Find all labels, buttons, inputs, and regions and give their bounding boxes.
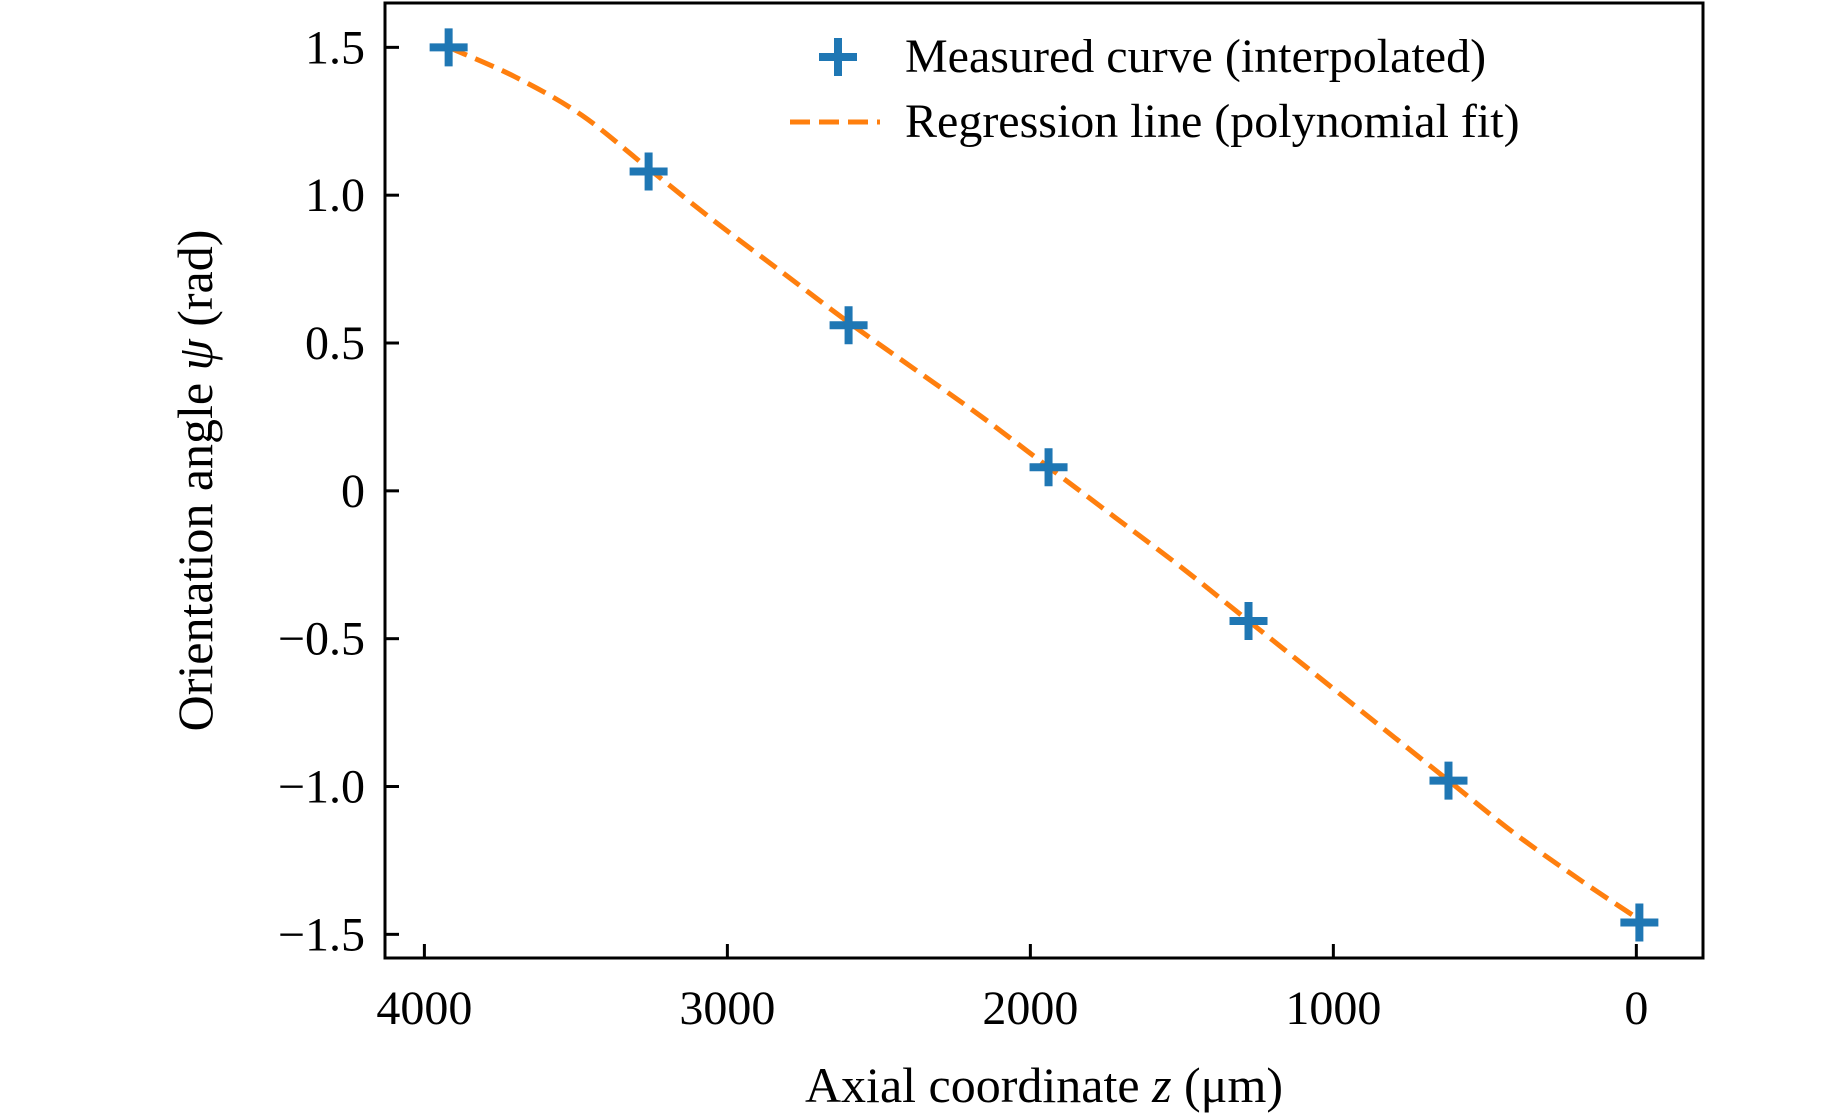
x-tick-label: 2000: [982, 982, 1078, 1035]
measured-point: [1229, 601, 1268, 640]
legend: Measured curve (interpolated) Regression…: [790, 30, 1520, 148]
x-tick-label: 0: [1624, 982, 1648, 1035]
regression-line: [447, 45, 1641, 922]
x-tick-label: 3000: [679, 982, 775, 1035]
legend-label-regression: Regression line (polynomial fit): [905, 95, 1520, 148]
measured-point: [829, 306, 868, 345]
y-axis-label-symbol: ψ: [167, 338, 223, 370]
y-tick-label: 1.5: [305, 21, 365, 74]
x-axis-label-unit: (μm): [1172, 1057, 1284, 1113]
y-tick-label: 0: [341, 465, 365, 518]
measured-point: [1429, 761, 1468, 800]
y-tick-label: 1.0: [305, 169, 365, 222]
x-tick-label: 1000: [1285, 982, 1381, 1035]
legend-plus-marker: [819, 38, 857, 76]
legend-label-measured: Measured curve (interpolated): [905, 30, 1486, 83]
legend-marker-measured: [819, 38, 857, 76]
x-axis-ticks: 4000 3000 2000 1000 0: [376, 944, 1648, 1035]
x-axis-label: Axial coordinate z (μm): [805, 1057, 1283, 1113]
y-tick-label: 0.5: [305, 317, 365, 370]
measured-point: [629, 152, 668, 191]
measured-point: [1620, 903, 1659, 942]
x-axis-label-symbol: z: [1151, 1057, 1171, 1113]
y-tick-label: −0.5: [278, 613, 365, 666]
y-axis-label-prefix: Orientation angle: [167, 370, 223, 731]
y-tick-label: −1.5: [278, 908, 365, 961]
y-axis-label-unit: (rad): [167, 230, 223, 340]
measured-point: [429, 28, 468, 67]
y-axis-ticks: 1.5 1.0 0.5 0 −0.5 −1.0 −1.5: [278, 21, 399, 961]
plot-frame: [383, 1, 1705, 960]
x-axis-label-prefix: Axial coordinate: [805, 1057, 1152, 1113]
measured-point: [1029, 448, 1068, 487]
x-tick-label: 4000: [376, 982, 472, 1035]
y-axis-label: Orientation angle ψ (rad): [167, 230, 223, 732]
plot-layer: [429, 28, 1659, 942]
y-tick-label: −1.0: [278, 761, 365, 814]
